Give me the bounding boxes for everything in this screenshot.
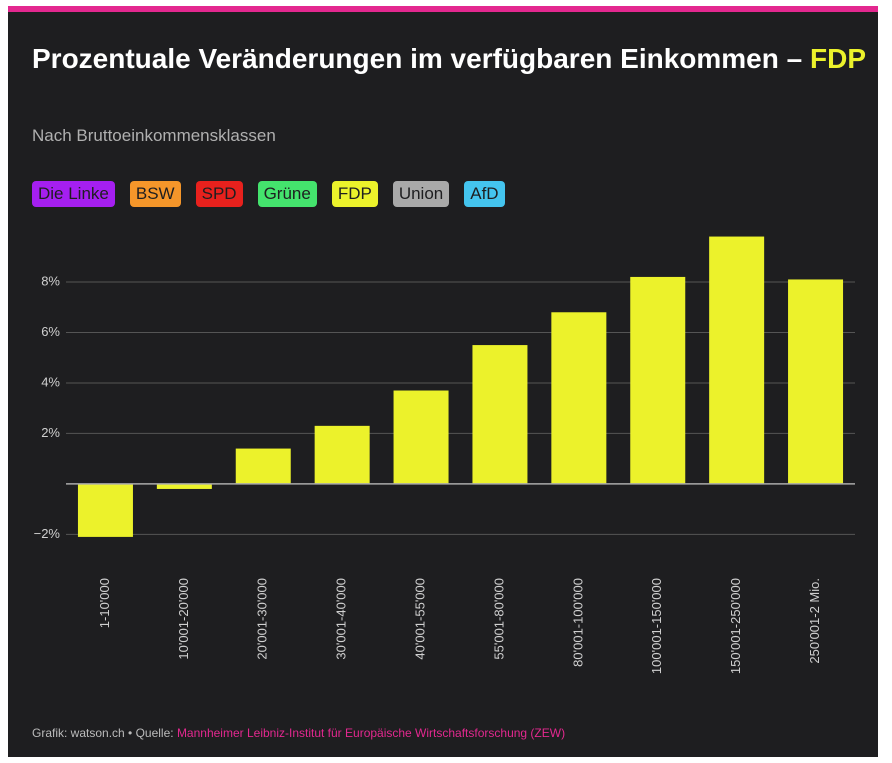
- party-buttons: Die Linke BSW SPD Grüne FDP Union AfD: [32, 181, 505, 207]
- x-tick-label: 30'001-40'000: [334, 578, 349, 660]
- source-prefix: Grafik: watson.ch • Quelle:: [32, 726, 174, 740]
- x-tick-label: 10'001-20'000: [176, 578, 191, 660]
- y-tick-label: 2%: [41, 425, 60, 440]
- x-tick-label: 150'001-250'000: [728, 578, 743, 674]
- bar: [709, 236, 765, 484]
- party-button[interactable]: AfD: [464, 181, 505, 207]
- chart: −2% 2% 4% 6% 8% 1-10'000 10'001-20'000 20'001-3…: [34, 236, 855, 674]
- footer: Grafik: watson.ch • Quelle: Mannheimer L…: [32, 726, 565, 740]
- subtitle: Nach Bruttoeinkommensklassen: [32, 126, 276, 145]
- y-tick-label: 4%: [41, 374, 60, 389]
- party-button[interactable]: BSW: [129, 181, 181, 207]
- x-tick-label: 1-10'000: [97, 578, 112, 628]
- y-tick-label: 6%: [41, 324, 60, 339]
- x-tick-label: 55'001-80'000: [491, 578, 506, 660]
- party-button[interactable]: Union: [392, 181, 450, 207]
- bar: [393, 390, 449, 484]
- bar: [788, 279, 844, 484]
- bar: [630, 276, 686, 484]
- x-tick-label: 40'001-55'000: [412, 578, 427, 660]
- bar: [314, 425, 370, 484]
- bar: [551, 312, 607, 484]
- bar: [472, 345, 528, 484]
- y-tick-label: 8%: [41, 273, 60, 288]
- x-tick-label: 100'001-150'000: [649, 578, 664, 674]
- party-button[interactable]: Grüne: [257, 181, 317, 207]
- title-highlight: FDP: [810, 43, 866, 74]
- source: Mannheimer Leibniz-Institut für Europäis…: [176, 726, 566, 740]
- x-tick-label: 250'001-2 Mio.: [807, 578, 822, 664]
- bar: [156, 483, 212, 489]
- x-tick-label: 80'001-100'000: [570, 578, 585, 667]
- panel: Prozentuale Veränderungen im verfügbaren…: [8, 6, 878, 757]
- title-text: Prozentuale Veränderungen im verfügbaren…: [32, 43, 803, 74]
- title: Prozentuale Veränderungen im verfügbaren…: [32, 42, 872, 76]
- party-button[interactable]: SPD: [195, 181, 243, 207]
- bar: [77, 483, 133, 537]
- party-button[interactable]: FDP: [331, 181, 378, 207]
- party-button[interactable]: Die Linke: [32, 181, 115, 207]
- x-tick-label: 20'001-30'000: [255, 578, 270, 660]
- bar: [235, 448, 291, 484]
- y-tick-label: −2%: [34, 526, 61, 541]
